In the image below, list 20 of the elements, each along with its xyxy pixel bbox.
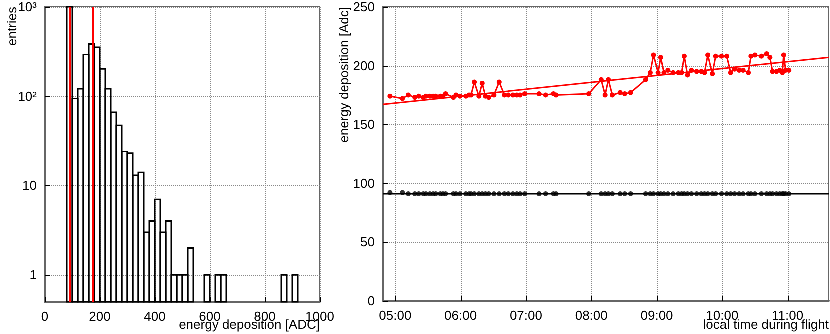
x-tick-label: 400 <box>144 309 166 324</box>
x-tick-label: 09:00 <box>640 308 674 323</box>
y-tick-label: 1 <box>30 268 37 283</box>
x-tick-label: 07:00 <box>510 308 542 323</box>
x-tick-label: 08:00 <box>575 308 608 323</box>
y-axis-title: energy deposition [Adc] <box>336 7 352 143</box>
x-tick-label: 05:00 <box>379 308 412 323</box>
y-axis-title: entries <box>4 6 20 46</box>
y-tick-label: 50 <box>360 234 375 250</box>
y-tick-label: 10³ <box>18 0 38 14</box>
x-tick-label: 0 <box>41 309 49 324</box>
y-tick-label: 150 <box>353 117 375 132</box>
y-tick-label: 100 <box>353 176 375 191</box>
y-tick-label: 200 <box>353 58 375 74</box>
y-tick-label: 10 <box>22 178 37 194</box>
y-tick-label: 10² <box>18 88 38 104</box>
y-tick-label: 250 <box>353 0 375 14</box>
x-tick-label: 06:00 <box>444 308 478 323</box>
y-tick-label: 0 <box>368 294 375 308</box>
x-tick-label: 200 <box>89 309 111 324</box>
